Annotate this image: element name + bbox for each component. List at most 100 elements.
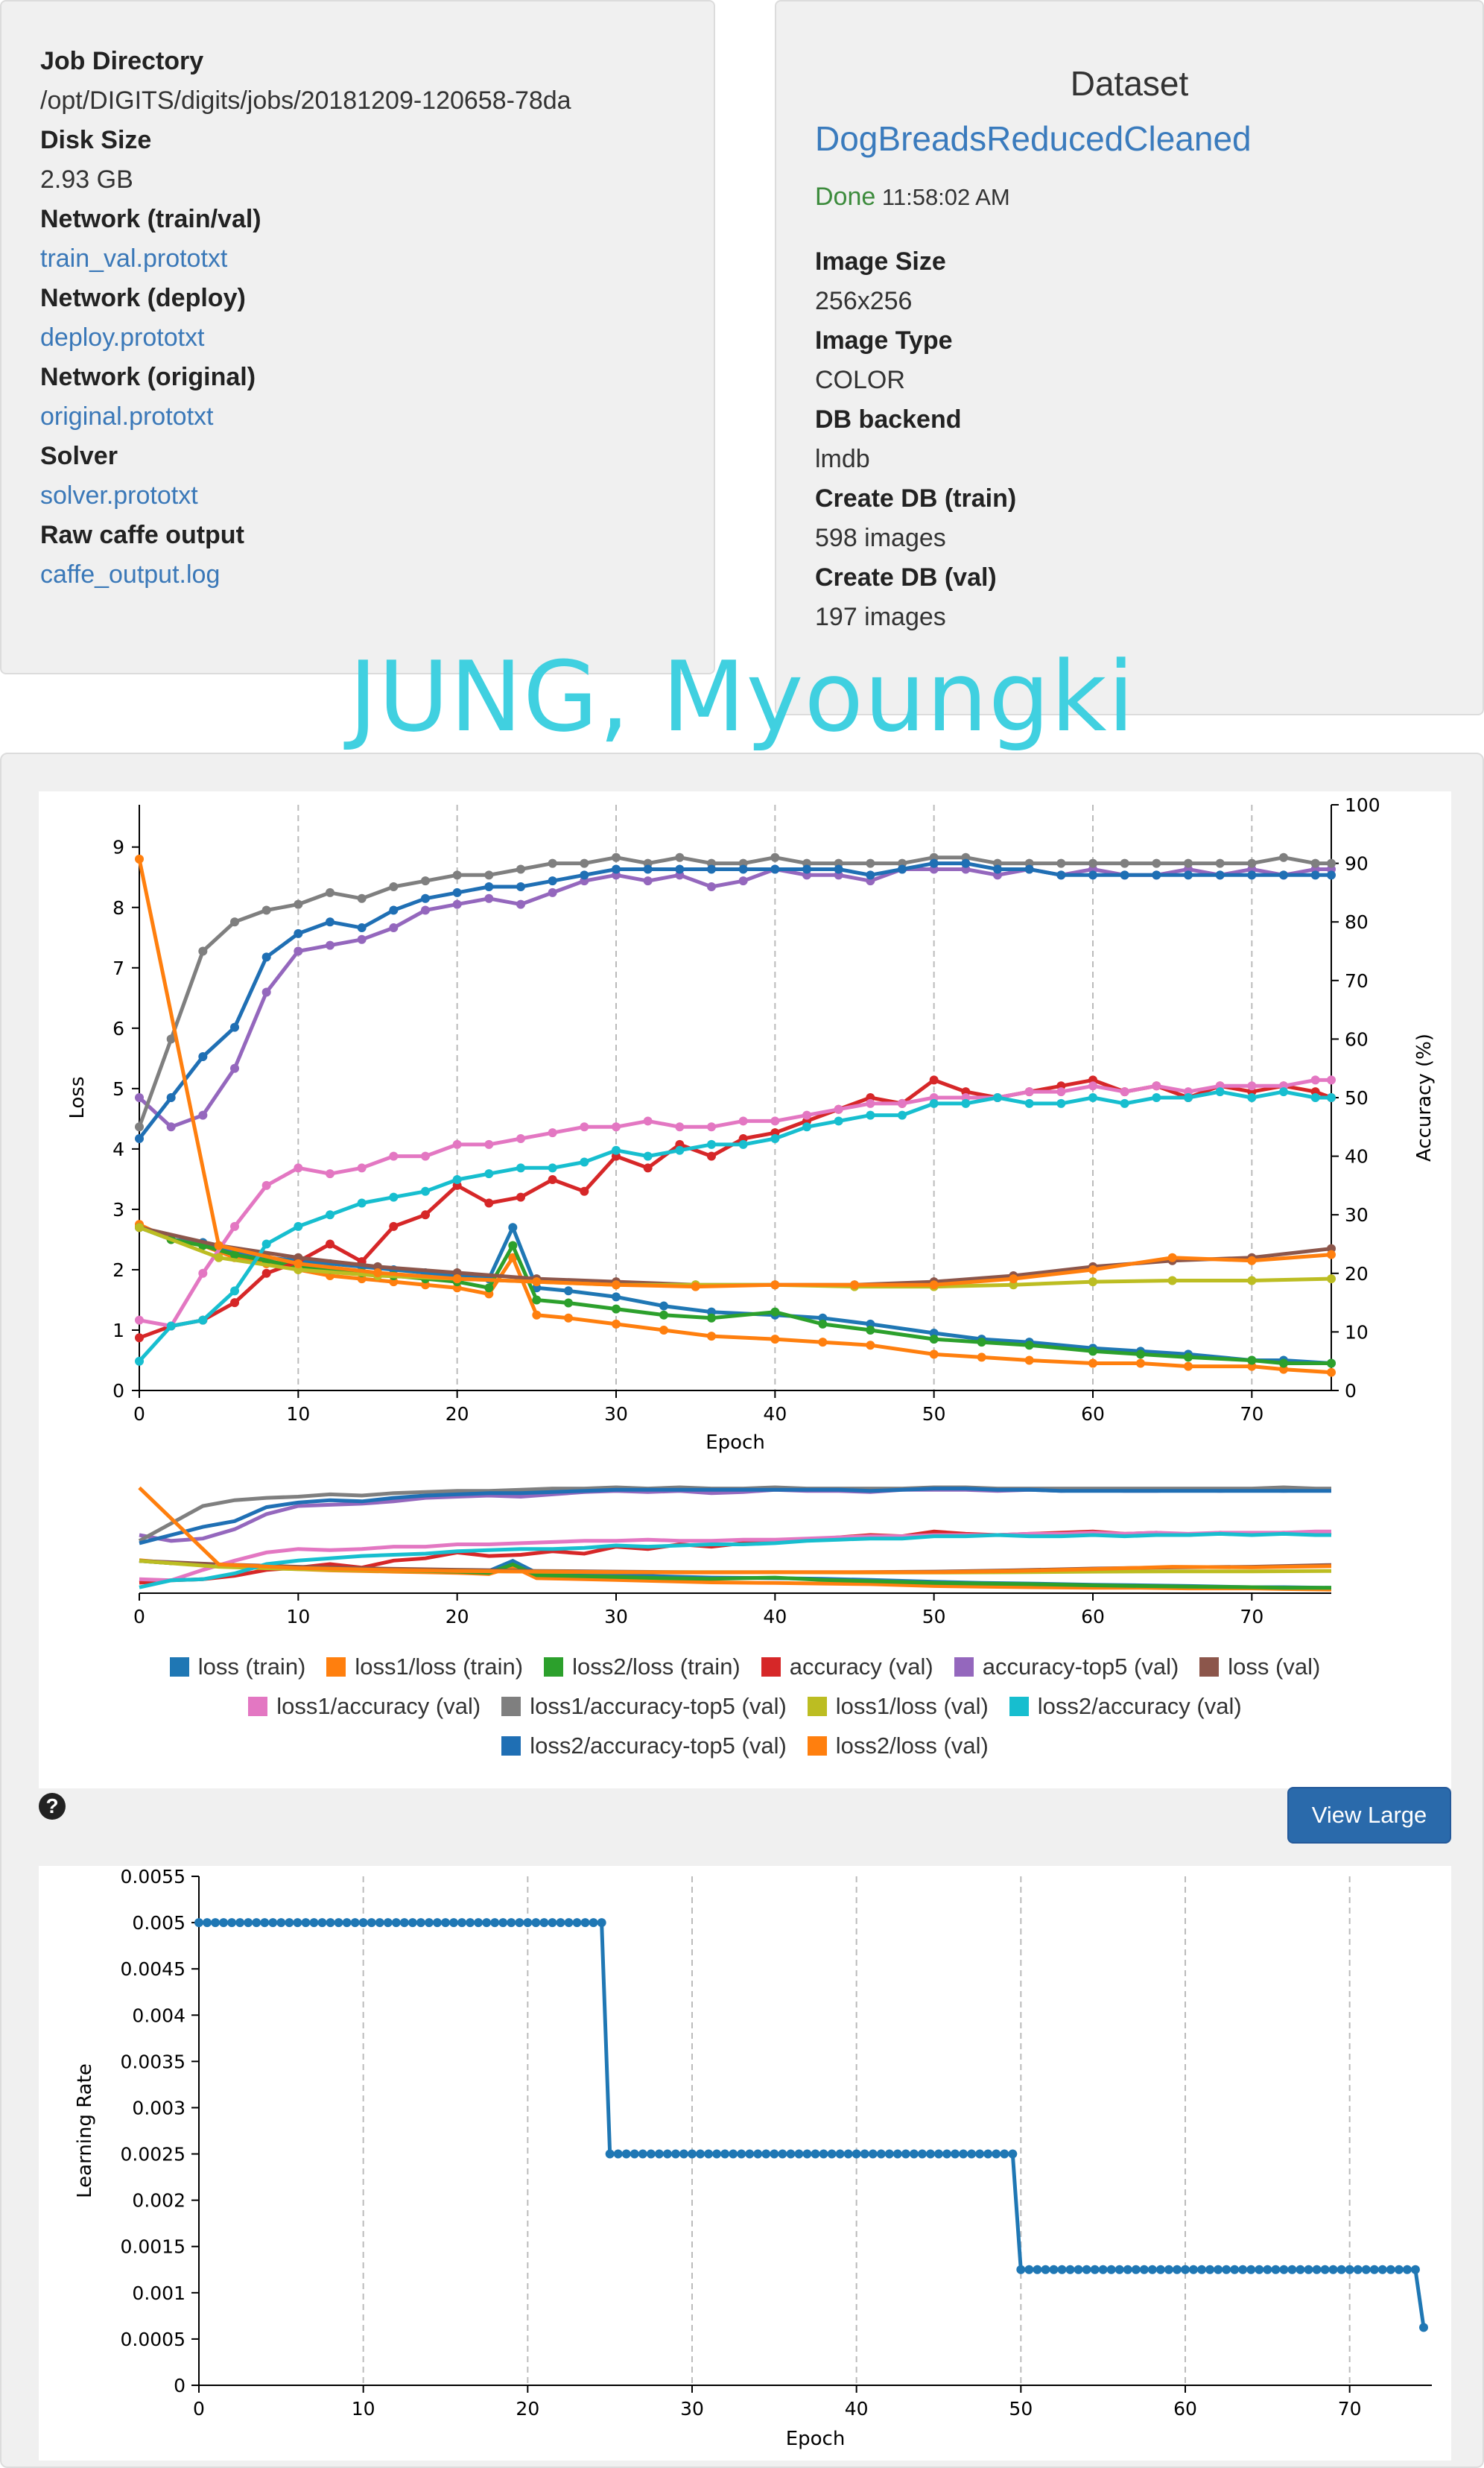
data-point [227, 1918, 237, 1928]
y-tick-label: 5 [112, 1078, 124, 1100]
data-point [738, 1139, 748, 1149]
image-type-label: Image Type [815, 326, 953, 355]
data-point [643, 864, 653, 874]
y-tick-label: 4 [112, 1139, 124, 1160]
data-point [1205, 2265, 1215, 2274]
data-point [643, 876, 653, 886]
y-tick-label: 0.004 [132, 2005, 186, 2026]
network-deploy-link[interactable]: deploy.prototxt [40, 323, 205, 352]
data-point [1120, 1098, 1129, 1108]
data-point [1120, 858, 1129, 868]
data-point [929, 1075, 939, 1085]
x-tick-label: 70 [1338, 2398, 1362, 2420]
dataset-name-link[interactable]: DogBreadsReducedCleaned [815, 119, 1252, 158]
data-point [1184, 858, 1193, 868]
legend-item-loss-val[interactable]: loss (val) [1199, 1647, 1320, 1686]
legend-item-accuracy-val[interactable]: accuracy (val) [761, 1647, 933, 1686]
data-point [1214, 2265, 1223, 2274]
data-point [659, 1301, 668, 1311]
network-trainval-link[interactable]: train_val.prototxt [40, 244, 228, 273]
brush-x-tick-label: 40 [763, 1606, 787, 1627]
data-point [794, 2149, 804, 2159]
legend-item-loss1-accuracy-val[interactable]: loss1/accuracy (val) [248, 1686, 481, 1726]
data-point [729, 2149, 738, 2159]
y2-tick-label: 90 [1345, 853, 1369, 875]
solver-link[interactable]: solver.prototxt [40, 481, 198, 510]
data-point [1247, 1093, 1257, 1102]
data-point [1139, 2265, 1149, 2274]
data-point [1056, 870, 1066, 880]
data-point [1088, 858, 1097, 868]
data-point [564, 1286, 573, 1296]
data-point [866, 858, 875, 868]
data-point [1310, 870, 1320, 880]
data-point [1287, 2265, 1297, 2274]
data-point [761, 2149, 771, 2159]
data-point [548, 887, 557, 897]
x-tick-label: 20 [516, 2398, 539, 2420]
legend-item-loss2-accuracy-val[interactable]: loss2/accuracy (val) [1009, 1686, 1242, 1726]
series-loss1-accuracy-val [135, 1075, 1336, 1331]
data-point [1327, 858, 1336, 868]
legend-item-loss1-accuracy-top5-val[interactable]: loss1/accuracy-top5 (val) [501, 1686, 787, 1726]
data-point [389, 905, 399, 915]
y-tick-label: 0.005 [132, 1912, 186, 1934]
data-point [1369, 2265, 1379, 2274]
data-point [1184, 870, 1193, 880]
data-point [516, 899, 525, 909]
data-point [1120, 1087, 1129, 1097]
create-db-train-value: 598 images [815, 524, 946, 552]
y-tick-label: 0.002 [132, 2190, 186, 2212]
data-point [261, 952, 271, 962]
brush-series-loss2-accuracy-top5-val [139, 1487, 1331, 1545]
data-point [1215, 858, 1225, 868]
y-tick-label: 6 [112, 1018, 124, 1040]
legend-item-loss1-loss-val[interactable]: loss1/loss (val) [807, 1686, 989, 1726]
data-point [1327, 1274, 1336, 1284]
data-point [219, 1918, 229, 1928]
data-point [696, 2149, 705, 2159]
legend-item-loss1-loss-train[interactable]: loss1/loss (train) [326, 1647, 523, 1686]
data-point [484, 1139, 494, 1149]
legend-item-loss2-accuracy-top5-val[interactable]: loss2/accuracy-top5 (val) [501, 1726, 787, 1765]
data-point [1246, 2265, 1256, 2274]
network-original-link[interactable]: original.prototxt [40, 402, 214, 431]
data-point [1033, 2265, 1042, 2274]
data-point [934, 2149, 943, 2159]
legend-item-accuracy-top5-val[interactable]: accuracy-top5 (val) [954, 1647, 1179, 1686]
help-icon[interactable]: ? [39, 1793, 66, 1820]
data-point [1056, 858, 1066, 868]
data-point [1088, 1358, 1097, 1368]
y-tick-label: 7 [112, 958, 124, 979]
data-point [539, 1918, 549, 1928]
dataset-status: Done 11:58:02 AM [815, 180, 1444, 214]
series-loss2-accuracy-top5-val [135, 858, 1336, 1144]
data-point [230, 1063, 239, 1073]
learning-rate-chart[interactable]: 0 0.0005 0.001 0.0015 0.002 0.0025 0.003 0.0035… [39, 1866, 1451, 2461]
data-point [959, 2149, 968, 2159]
data-point [1310, 858, 1320, 868]
legend-item-loss2-loss-train[interactable]: loss2/loss (train) [544, 1647, 741, 1686]
data-point [261, 1180, 271, 1190]
legend-item-loss-train[interactable]: loss (train) [169, 1647, 305, 1686]
x-axis-label: Epoch [786, 2428, 846, 2450]
data-point [929, 1335, 939, 1344]
data-point [819, 2149, 828, 2159]
data-point [802, 1122, 811, 1132]
raw-output-link[interactable]: caffe_output.log [40, 560, 221, 589]
data-point [564, 1918, 574, 1928]
learning-rate-chart-area: 0 0.0005 0.001 0.0015 0.002 0.0025 0.003 0.0035… [39, 1866, 1451, 2461]
legend-row: loss1/accuracy (val) loss1/accuracy-top5 … [39, 1686, 1451, 1726]
data-point [612, 1292, 621, 1302]
data-point [1247, 1276, 1257, 1285]
data-point [621, 2149, 631, 2159]
data-point [421, 876, 430, 886]
view-large-button[interactable]: View Large [1287, 1787, 1451, 1844]
series-line [139, 1078, 1332, 1340]
legend-item-loss2-loss-val[interactable]: loss2/loss (val) [807, 1726, 989, 1765]
data-point [1279, 870, 1288, 880]
x-tick-label: 50 [922, 1403, 946, 1425]
data-point [643, 1116, 653, 1126]
data-point [1056, 1087, 1066, 1097]
